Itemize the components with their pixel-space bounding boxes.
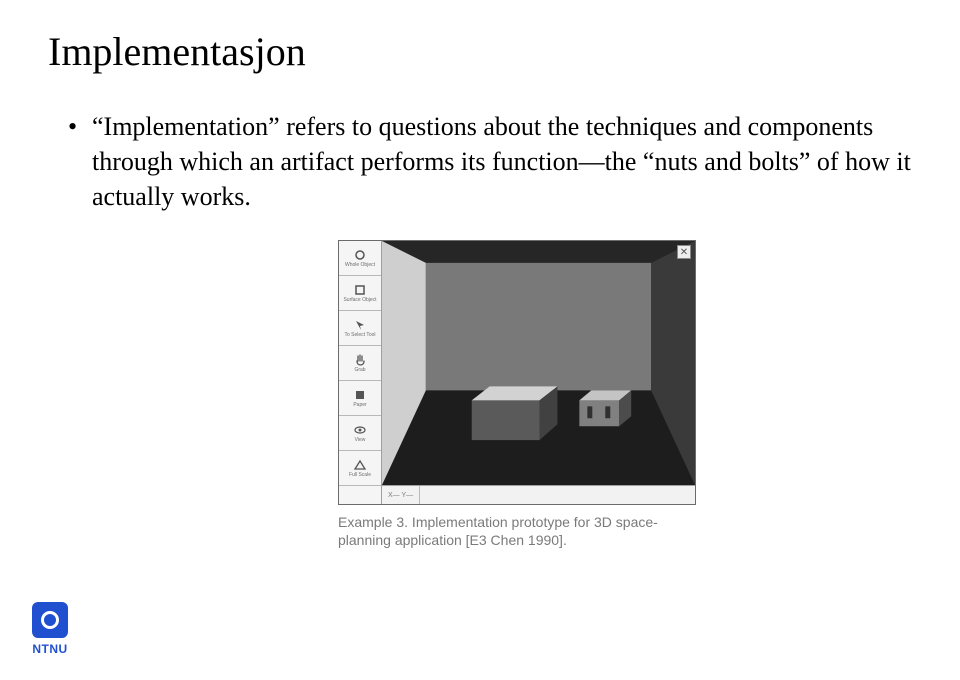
scene-box-left — [472, 386, 558, 440]
figure: Whole Object Surface Object To Select Tool… — [338, 240, 698, 549]
tool-label: Full Scale — [349, 473, 371, 478]
square-icon — [353, 388, 367, 402]
scene-box-right — [579, 390, 631, 426]
tool-button[interactable]: Grab — [339, 346, 381, 381]
logo-icon-inner — [41, 611, 59, 629]
tool-label: Surface Object — [343, 298, 376, 303]
tool-button[interactable]: Full Scale — [339, 451, 381, 486]
circle-icon — [353, 248, 367, 262]
app-main-area: ✕ X— Y— — [382, 241, 695, 504]
toolbar: Whole Object Surface Object To Select Tool… — [339, 241, 382, 504]
arrow-icon — [353, 318, 367, 332]
slide-title: Implementasjon — [48, 28, 912, 75]
tool-button[interactable]: Surface Object — [339, 276, 381, 311]
tool-label: Grab — [354, 368, 365, 373]
slide: Implementasjon “Implementation” refers t… — [0, 0, 960, 214]
tool-label: Whole Object — [345, 263, 375, 268]
square-open-icon — [353, 283, 367, 297]
close-icon[interactable]: ✕ — [677, 245, 691, 259]
scene-back-wall — [426, 263, 651, 390]
tool-button[interactable]: Whole Object — [339, 241, 381, 276]
tool-button[interactable]: To Select Tool — [339, 311, 381, 346]
logo-icon — [32, 602, 68, 638]
tool-label: Paper — [353, 403, 366, 408]
tool-label: View — [355, 438, 366, 443]
scene-svg — [382, 241, 695, 485]
figure-caption: Example 3. Implementation prototype for … — [338, 513, 688, 549]
logo-label: NTNU — [32, 642, 67, 656]
viewport: ✕ — [382, 241, 695, 485]
app-window: Whole Object Surface Object To Select Tool… — [338, 240, 696, 505]
tool-button[interactable]: View — [339, 416, 381, 451]
statusbar: X— Y— — [382, 485, 695, 504]
tool-label: To Select Tool — [344, 333, 375, 338]
hand-icon — [353, 353, 367, 367]
bullet-item: “Implementation” refers to questions abo… — [68, 109, 912, 214]
status-coordinates: X— Y— — [382, 486, 420, 504]
tool-button[interactable]: Paper — [339, 381, 381, 416]
logo: NTNU — [32, 602, 68, 656]
triangle-icon — [353, 458, 367, 472]
bullet-list: “Implementation” refers to questions abo… — [68, 109, 912, 214]
eye-icon — [353, 423, 367, 437]
